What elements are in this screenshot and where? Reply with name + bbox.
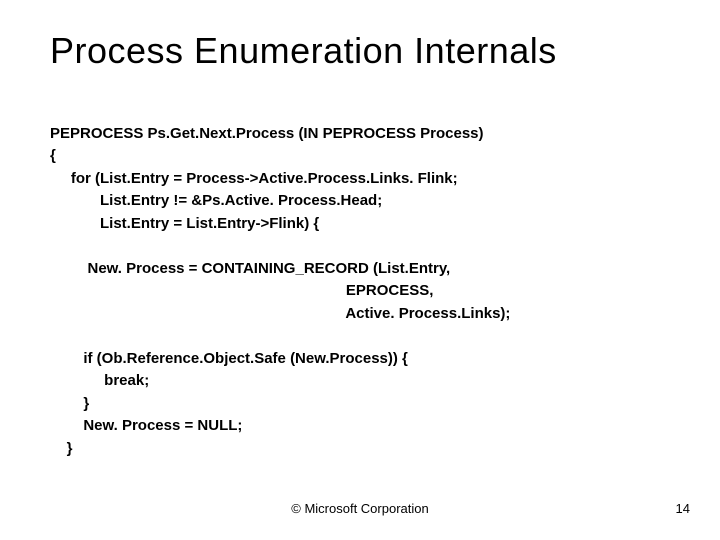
- code-line: break;: [50, 372, 149, 389]
- code-line: }: [50, 395, 89, 412]
- code-line: Active. Process.Links);: [50, 305, 510, 322]
- code-line: for (List.Entry = Process->Active.Proces…: [50, 170, 458, 187]
- slide-title: Process Enumeration Internals: [50, 30, 680, 72]
- footer: © Microsoft Corporation 14: [0, 501, 720, 516]
- code-line: List.Entry != &Ps.Active. Process.Head;: [50, 192, 382, 209]
- code-line: List.Entry = List.Entry->Flink) {: [50, 215, 319, 232]
- copyright-text: © Microsoft Corporation: [0, 501, 720, 516]
- slide: Process Enumeration Internals PEPROCESS …: [0, 0, 720, 540]
- code-line: New. Process = CONTAINING_RECORD (List.E…: [50, 260, 450, 277]
- code-line: {: [50, 147, 56, 164]
- code-line: PEPROCESS Ps.Get.Next.Process (IN PEPROC…: [50, 125, 484, 142]
- code-line: New. Process = NULL;: [50, 417, 242, 434]
- page-number: 14: [676, 501, 690, 516]
- code-line: if (Ob.Reference.Object.Safe (New.Proces…: [50, 350, 408, 367]
- code-block: PEPROCESS Ps.Get.Next.Process (IN PEPROC…: [50, 100, 680, 483]
- code-line: }: [50, 440, 73, 457]
- code-line: EPROCESS,: [50, 282, 433, 299]
